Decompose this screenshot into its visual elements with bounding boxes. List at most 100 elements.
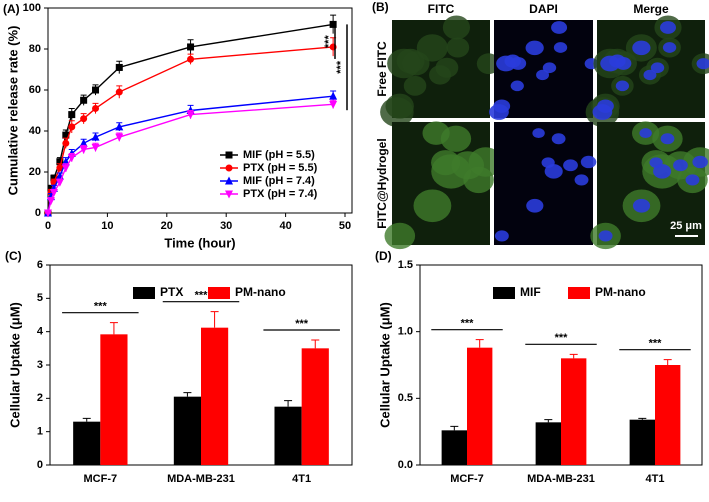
annotation: *** <box>323 35 335 49</box>
error-bar <box>544 419 553 423</box>
marker <box>115 122 124 131</box>
nucleus <box>609 54 626 68</box>
marker <box>50 174 58 182</box>
x-tick-label: MDA-MB-231 <box>167 473 235 485</box>
marker <box>56 164 64 172</box>
y-tick-label: 0 <box>35 207 41 219</box>
nucleus <box>553 42 568 53</box>
legend-label: MIF (pH = 7.4) <box>243 175 315 187</box>
cell-signal <box>380 97 414 127</box>
nucleus <box>673 159 688 172</box>
y-tick-label: 6 <box>37 259 43 271</box>
legend-label: MIF <box>520 285 541 299</box>
column-label: Merge <box>633 2 669 16</box>
marker <box>329 91 338 100</box>
nucleus <box>592 104 613 120</box>
annotation: *** <box>94 301 108 313</box>
legend-swatch <box>493 287 515 299</box>
annotation: *** <box>335 60 347 74</box>
marker <box>47 184 55 192</box>
series <box>44 99 338 218</box>
panel-label: (D) <box>375 249 392 263</box>
nucleus <box>526 198 544 213</box>
cell-signal <box>416 34 448 62</box>
annotation: *** <box>195 290 209 302</box>
marker <box>115 88 123 96</box>
y-tick-label: 20 <box>29 166 41 178</box>
y-tick-label: 1.0 <box>398 326 413 338</box>
nucleus <box>580 155 597 169</box>
marker <box>61 164 70 173</box>
x-tick-label: 40 <box>279 220 291 232</box>
nucleus <box>653 164 672 179</box>
marker <box>329 20 337 28</box>
x-tick-label: 50 <box>339 220 351 232</box>
marker <box>80 115 88 123</box>
marker <box>46 197 55 206</box>
x-tick-label: 20 <box>161 220 173 232</box>
y-axis-label: Cellular Uptake (μM) <box>377 302 392 428</box>
nucleus <box>542 62 557 74</box>
y-tick-label: 40 <box>29 125 41 137</box>
marker <box>115 133 124 142</box>
error-bar <box>82 417 91 422</box>
marker <box>49 189 58 197</box>
legend-label: PTX <box>160 285 183 299</box>
error-bar <box>663 359 672 365</box>
cell-signal <box>422 121 450 145</box>
marker <box>225 164 233 172</box>
y-tick-label: 0.5 <box>398 392 413 404</box>
nucleus <box>489 104 509 120</box>
nucleus <box>662 42 677 53</box>
row-label: Free FITC <box>375 41 389 97</box>
legend-swatch <box>133 287 155 299</box>
y-tick-label: 4 <box>37 326 44 338</box>
nucleus <box>598 230 613 242</box>
legend-label: PM-nano <box>595 285 646 299</box>
error-bar <box>311 339 320 349</box>
x-tick-label: MDA-MB-231 <box>527 473 595 485</box>
nucleus <box>544 164 563 179</box>
legend-swatch <box>208 287 230 299</box>
marker <box>187 55 195 63</box>
annotation: *** <box>555 332 569 344</box>
y-tick-label: 60 <box>29 84 41 96</box>
y-tick-label: 5 <box>37 292 43 304</box>
x-tick-label: MCF-7 <box>84 473 118 485</box>
marker <box>79 138 88 147</box>
x-tick-label: 30 <box>220 220 232 232</box>
bar <box>173 396 201 465</box>
marker <box>187 43 195 51</box>
error-bar <box>183 392 192 397</box>
y-axis-label: Cellular Uptake (μM) <box>7 302 22 428</box>
y-tick-label: 1.5 <box>398 259 413 271</box>
nucleus <box>696 58 709 70</box>
marker <box>62 139 70 147</box>
nucleus <box>643 69 657 81</box>
marker <box>55 178 64 187</box>
cell-signal <box>413 189 452 223</box>
bar <box>73 421 101 465</box>
panel-label: (A) <box>3 2 20 16</box>
y-tick-label: 80 <box>29 43 41 55</box>
error-bar <box>450 425 459 431</box>
column-label: FITC <box>428 2 455 16</box>
x-tick-label: 4T1 <box>646 473 665 485</box>
nucleus <box>660 21 676 34</box>
plot-frame <box>47 7 353 214</box>
y-tick-label: 1 <box>37 426 43 438</box>
marker <box>225 176 233 185</box>
marker <box>186 111 195 120</box>
bar <box>201 327 229 465</box>
nucleus <box>632 40 651 56</box>
marker <box>91 143 100 152</box>
bar <box>441 430 467 465</box>
nucleus <box>504 54 521 68</box>
marker <box>68 123 76 131</box>
nucleus <box>660 133 675 145</box>
marker <box>80 96 88 104</box>
bar <box>274 406 302 465</box>
x-axis-label: Time (hour) <box>164 235 235 250</box>
marker <box>329 100 338 109</box>
y-tick-label: 2 <box>37 392 43 404</box>
